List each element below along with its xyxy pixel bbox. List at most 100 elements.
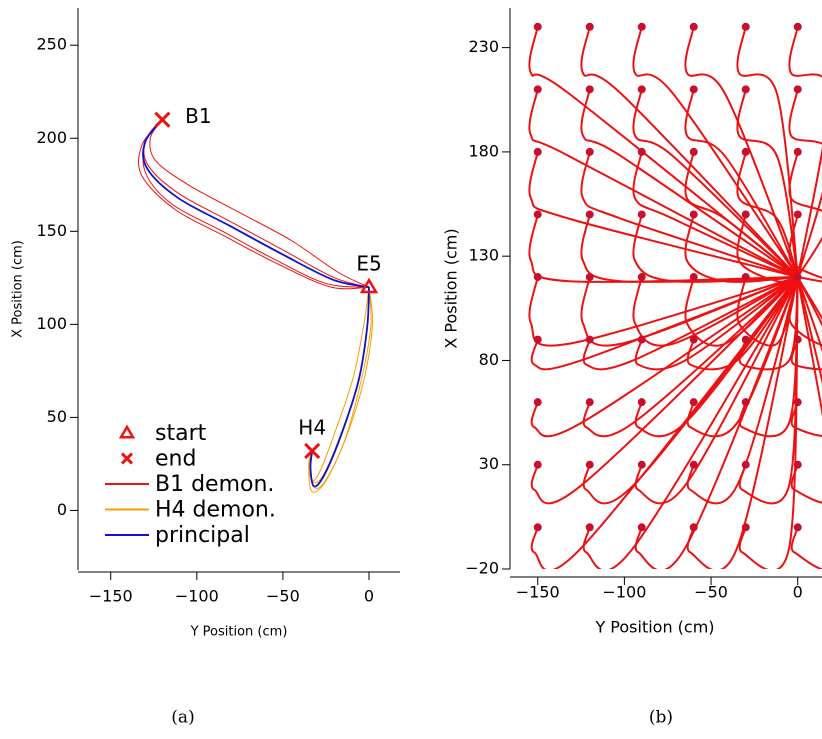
start-point [637,22,646,31]
trajectory-line [530,276,799,505]
y-tick-label: 0 [57,500,67,519]
legend-label: end [155,447,196,472]
start-marker [118,424,136,439]
trajectory-line [736,26,799,278]
y-tick-label: −20 [465,559,499,578]
caption: (b) [649,708,673,728]
start-marker [359,277,379,294]
x-tick-label: −100 [602,583,646,602]
legend-symbol [120,452,134,465]
y-axis-label: X Position (cm) [442,228,461,348]
start-point [585,85,594,94]
legend-label: H4 demon. [155,498,276,523]
start-point [585,147,594,156]
start-point [533,460,542,469]
start-point [689,273,698,282]
trajectory-line [684,214,798,283]
trajectory-line [308,287,372,493]
trajectory-line [632,214,798,283]
start-point [741,398,750,407]
trajectory-line [790,276,822,437]
start-point [533,147,542,156]
start-point [689,85,698,94]
trajectory-line [632,276,799,347]
trajectory-line [528,89,799,278]
legend-label: B1 demon. [155,472,274,497]
trajectory-line [580,214,798,283]
start-point [741,273,750,282]
trajectory-line [580,26,799,278]
start-point [585,22,594,31]
start-point [793,523,802,532]
start-point [533,335,542,344]
y-tick-label: 180 [468,141,499,160]
trajectory-line [788,276,822,346]
start-point [793,335,802,344]
trajectory-line [634,276,799,438]
trajectory-line [309,287,374,489]
trajectory-line [138,123,370,290]
start-point [533,22,542,31]
trajectory-line [790,276,822,504]
legend-label: start [155,421,207,446]
start-point [793,22,802,31]
trajectory-line [632,151,799,278]
trajectory-line [686,276,799,371]
start-point [689,22,698,31]
y-tick-label: 230 [468,37,499,56]
y-tick-label: 200 [36,128,67,147]
plot-area [528,26,822,569]
trajectory-line [686,276,799,505]
plot-area [138,115,374,493]
start-point [533,523,542,532]
start-point [637,460,646,469]
trajectory-line [686,276,799,438]
trajectory-line [582,276,799,438]
point-label: B1 [185,104,211,128]
trajectory-line [580,89,799,278]
start-point [637,210,646,219]
start-point [585,398,594,407]
trajectory-line [790,276,822,569]
trajectory-line [684,276,799,347]
point-label: E5 [356,252,381,276]
x-tick-label: 0 [793,583,803,602]
trajectory-line [142,119,370,289]
start-point [689,460,698,469]
y-tick-label: 250 [36,35,67,54]
start-point [637,523,646,532]
start-point [741,147,750,156]
y-tick-label: 130 [468,246,499,265]
trajectory-line [528,151,798,278]
start-point [689,210,698,219]
start-point [637,147,646,156]
trajectory-line [738,276,799,371]
start-point [741,22,750,31]
x-axis-label: Y Position (cm) [190,625,288,640]
start-point [533,273,542,282]
trajectory-line [582,276,799,371]
start-point [741,85,750,94]
start-point [637,398,646,407]
trajectory-line [738,276,799,438]
point-label: H4 [298,415,326,439]
trajectory-line [580,151,799,278]
x-tick-label: −50 [694,583,728,602]
x-axis-label: Y Position (cm) [594,618,714,637]
panel: 0 50 100 150 200 250 −150 −100 −50 0 Y Position (c… [11,8,400,728]
y-tick-label: 100 [36,314,67,333]
trajectory-line [530,276,799,438]
start-point [689,335,698,344]
trajectory-line [632,26,799,278]
end-marker [304,442,321,459]
y-tick-label: 80 [479,350,499,369]
y-tick-label: 30 [479,454,499,473]
start-point [793,147,802,156]
start-point [585,460,594,469]
start-point [689,523,698,532]
trajectory-line [309,287,370,488]
trajectory-line [736,151,799,278]
panel: −20 30 80 130 180 230 −150 −100 −50 0 Y Position (… [442,8,822,728]
start-point [585,335,594,344]
